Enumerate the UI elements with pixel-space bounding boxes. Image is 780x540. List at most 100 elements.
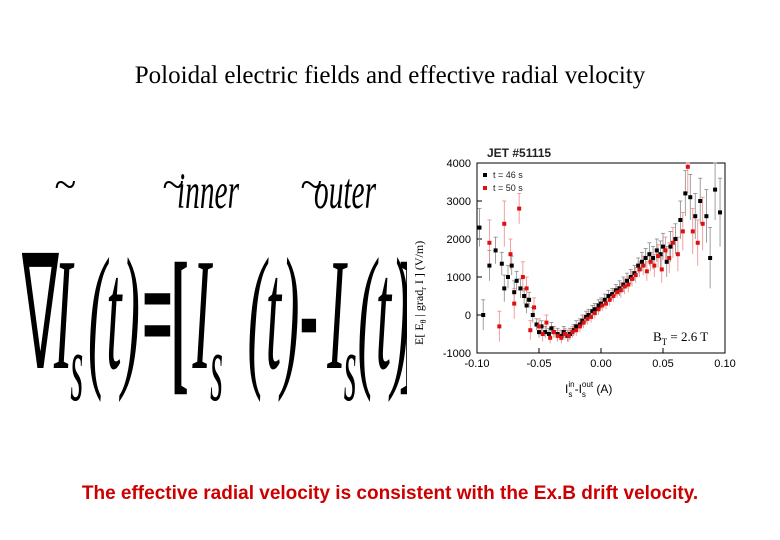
data-point-50s bbox=[603, 301, 608, 306]
data-point-46s bbox=[639, 259, 644, 264]
data-point-50s bbox=[596, 307, 601, 312]
data-point-50s bbox=[497, 324, 502, 329]
data-point-46s bbox=[678, 218, 683, 222]
y-tick-label: 0 bbox=[465, 310, 471, 322]
data-point-46s bbox=[514, 278, 519, 283]
data-point-50s bbox=[508, 252, 513, 257]
right-bracket: ] bbox=[399, 230, 407, 408]
data-point-50s bbox=[548, 335, 553, 340]
data-point-50s bbox=[563, 332, 568, 336]
data-point-50s bbox=[537, 324, 541, 329]
data-point-50s bbox=[659, 267, 664, 272]
data-point-50s bbox=[680, 229, 685, 234]
y-tick-label: 2000 bbox=[447, 234, 471, 246]
I-symbol-3: I bbox=[327, 225, 348, 403]
data-point-50s bbox=[581, 320, 586, 325]
points-group bbox=[477, 164, 723, 340]
data-point-50s bbox=[656, 254, 661, 259]
data-point-46s bbox=[590, 309, 595, 314]
data-point-50s bbox=[690, 229, 695, 234]
data-point-46s bbox=[546, 332, 551, 336]
equation: ~ ~ inner ~ outer ∇ I s (t) = [ I s (t) … bbox=[22, 168, 407, 408]
ticks-group: -0.10 -0.05 0.00 0.05 0.10 -1000 0 1000 2000 3000… bbox=[443, 158, 736, 370]
data-point-50s bbox=[700, 221, 705, 226]
data-point-50s bbox=[675, 252, 680, 257]
data-point-50s bbox=[648, 259, 653, 264]
x-tick-label: 0.00 bbox=[590, 358, 611, 370]
data-point-46s bbox=[654, 248, 659, 253]
data-point-46s bbox=[602, 297, 607, 302]
data-point-46s bbox=[487, 263, 492, 268]
data-point-46s bbox=[539, 324, 544, 329]
nabla-symbol: ∇ bbox=[22, 225, 59, 403]
data-point-46s bbox=[688, 195, 693, 200]
data-point-46s bbox=[534, 322, 539, 327]
y-tick-label: -1000 bbox=[443, 348, 471, 360]
data-point-46s bbox=[698, 199, 703, 203]
s-subscript-1: s bbox=[70, 314, 83, 408]
data-point-50s bbox=[685, 164, 690, 169]
tilde-3: ~ bbox=[300, 168, 322, 207]
data-point-46s bbox=[636, 263, 641, 268]
data-point-46s bbox=[664, 259, 669, 264]
data-point-46s bbox=[481, 313, 486, 317]
data-point-50s bbox=[630, 276, 634, 281]
data-point-50s bbox=[585, 316, 590, 321]
data-point-50s bbox=[615, 290, 620, 295]
data-point-50s bbox=[570, 330, 575, 335]
x-tick-label: -0.10 bbox=[464, 358, 489, 370]
data-point-46s bbox=[493, 248, 498, 253]
data-point-46s bbox=[625, 278, 630, 283]
data-point-50s bbox=[540, 332, 545, 336]
data-point-50s bbox=[626, 282, 631, 287]
data-point-50s bbox=[607, 297, 612, 302]
y-tick-label: 4000 bbox=[447, 158, 471, 170]
data-point-46s bbox=[647, 252, 652, 257]
bt-annotation: BT = 2.6 T bbox=[653, 329, 708, 347]
data-point-46s bbox=[522, 294, 527, 298]
data-point-46s bbox=[574, 324, 579, 329]
data-point-46s bbox=[606, 294, 611, 298]
I-symbol-1: I bbox=[53, 225, 74, 403]
data-point-46s bbox=[530, 313, 535, 317]
data-point-46s bbox=[512, 290, 517, 295]
tilde-2: ~ bbox=[162, 168, 184, 207]
y-tick-label: 3000 bbox=[447, 196, 471, 208]
t-argument-3: (t) bbox=[358, 225, 408, 403]
data-point-46s bbox=[499, 261, 504, 266]
data-point-50s bbox=[670, 240, 675, 245]
x-tick-label: 0.05 bbox=[652, 358, 673, 370]
data-point-50s bbox=[695, 240, 700, 245]
y-tick-label: 1000 bbox=[447, 272, 471, 284]
data-point-46s bbox=[718, 210, 723, 215]
data-point-50s bbox=[532, 305, 537, 310]
data-point-50s bbox=[551, 330, 556, 335]
outer-superscript: outer bbox=[314, 168, 377, 219]
data-point-50s bbox=[663, 248, 668, 253]
slide-title: Poloidal electric fields and effective r… bbox=[134, 62, 646, 89]
data-point-46s bbox=[683, 191, 688, 196]
data-point-46s bbox=[693, 214, 698, 219]
data-point-46s bbox=[592, 307, 597, 312]
tilde-1: ~ bbox=[54, 168, 76, 207]
y-axis-label: E[ Eθ | gradr I ] (V/m) bbox=[412, 241, 428, 345]
data-point-46s bbox=[708, 256, 713, 260]
data-point-50s bbox=[618, 288, 623, 293]
data-point-50s bbox=[600, 303, 605, 308]
data-point-46s bbox=[661, 244, 665, 249]
data-point-50s bbox=[611, 294, 616, 298]
data-point-46s bbox=[704, 214, 709, 219]
inner-superscript: inner bbox=[177, 168, 240, 219]
data-point-46s bbox=[477, 225, 482, 230]
data-point-46s bbox=[543, 330, 548, 335]
data-point-50s bbox=[667, 256, 672, 260]
legend: t = 46 s t = 50 s bbox=[483, 170, 523, 193]
x-axis-label: Isin-Isout (A) bbox=[565, 380, 612, 399]
data-point-50s bbox=[622, 284, 627, 289]
t-argument-1: (t) bbox=[88, 225, 140, 403]
data-point-50s bbox=[524, 286, 529, 291]
data-point-46s bbox=[586, 313, 591, 317]
data-point-46s bbox=[643, 256, 648, 260]
data-point-50s bbox=[652, 263, 657, 268]
chart-title: JET #51115 bbox=[487, 146, 551, 160]
